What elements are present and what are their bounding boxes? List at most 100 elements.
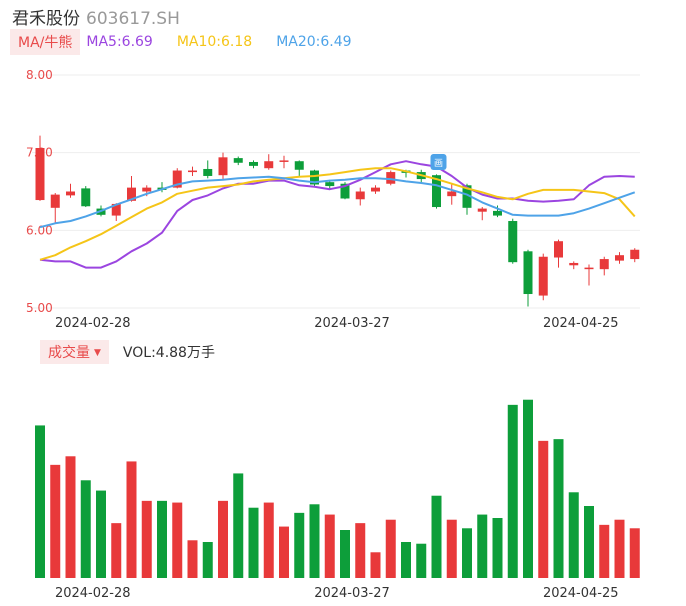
candle-body bbox=[569, 262, 579, 266]
ma20-label: MA20:6.49 bbox=[276, 34, 352, 50]
candle-body bbox=[233, 158, 243, 163]
candle-body bbox=[554, 241, 563, 258]
volume-bar bbox=[599, 524, 610, 578]
candle-body bbox=[386, 172, 396, 184]
candle-body bbox=[599, 259, 609, 270]
volume-bar bbox=[324, 514, 335, 578]
candle-body bbox=[172, 170, 182, 188]
volume-bar bbox=[218, 500, 228, 578]
volume-bar bbox=[462, 528, 472, 578]
volume-bar bbox=[126, 461, 137, 578]
volume-bar bbox=[370, 552, 381, 578]
price-y-tick-label: 6.00 bbox=[26, 223, 53, 237]
volume-bar bbox=[233, 473, 244, 578]
volume-bar bbox=[248, 507, 259, 578]
volume-x-tick-label: 2024-04-25 bbox=[543, 586, 619, 601]
volume-bar bbox=[568, 492, 579, 578]
volume-bar bbox=[294, 512, 305, 578]
candle-body bbox=[508, 221, 518, 263]
volume-bar bbox=[492, 518, 503, 578]
candle-body bbox=[355, 191, 365, 200]
volume-bar bbox=[355, 523, 366, 578]
candle-body bbox=[81, 188, 91, 207]
candle-body bbox=[249, 161, 258, 166]
candle-body bbox=[615, 255, 624, 261]
candle-body bbox=[35, 148, 45, 201]
volume-bar bbox=[309, 504, 320, 578]
stock-title: 君禾股份 603617.SH bbox=[12, 4, 180, 29]
volume-bar bbox=[279, 526, 289, 578]
volume-x-tick-label: 2024-02-28 bbox=[55, 586, 131, 601]
price-x-tick-label: 2024-03-27 bbox=[314, 316, 390, 330]
candle-body bbox=[371, 187, 380, 192]
candlestick-chart[interactable]: 8.007.006.005.002024-02-282024-03-272024… bbox=[0, 0, 686, 330]
ma5-label: MA5:6.69 bbox=[86, 34, 153, 50]
volume-bar bbox=[340, 530, 350, 578]
volume-bar bbox=[401, 542, 411, 578]
candle-body bbox=[294, 161, 304, 170]
volume-bar bbox=[629, 528, 640, 578]
volume-chart[interactable]: 2024-02-28 2024-03-27 2024-04-25 bbox=[0, 360, 686, 606]
candle-body bbox=[477, 208, 487, 212]
candle-body bbox=[462, 185, 472, 208]
candle-body bbox=[218, 157, 228, 176]
candle-body bbox=[584, 267, 594, 270]
candle-body bbox=[493, 210, 502, 216]
price-x-tick-label: 2024-02-28 bbox=[55, 316, 131, 330]
volume-indicator-button[interactable]: 成交量 ▼ bbox=[40, 340, 109, 364]
volume-x-tick-label: 2024-03-27 bbox=[314, 586, 390, 601]
volume-bar bbox=[523, 399, 533, 578]
candle-body bbox=[188, 170, 197, 173]
price-y-tick-label: 5.00 bbox=[26, 301, 53, 315]
volume-bar bbox=[553, 439, 564, 578]
ma-line-ma5 bbox=[39, 160, 635, 269]
volume-bar bbox=[584, 506, 594, 578]
candle-body bbox=[447, 191, 457, 197]
volume-bar bbox=[141, 500, 152, 578]
volume-bar bbox=[50, 464, 61, 578]
volume-bar bbox=[614, 519, 625, 578]
candle-body bbox=[142, 187, 152, 192]
volume-bar bbox=[157, 500, 167, 578]
candle-body bbox=[432, 175, 441, 208]
price-y-tick-label: 8.00 bbox=[26, 68, 53, 82]
volume-legend: 成交量 ▼ VOL:4.88万手 bbox=[40, 340, 215, 364]
volume-value: VOL:4.88万手 bbox=[122, 345, 215, 361]
volume-bar bbox=[96, 490, 106, 578]
ma10-label: MA10:6.18 bbox=[176, 34, 253, 50]
volume-bar bbox=[172, 502, 183, 578]
candle-body bbox=[203, 168, 213, 176]
candle-body bbox=[630, 249, 640, 260]
volume-bar bbox=[416, 543, 427, 578]
ma-legend: MA/牛熊 MA5:6.69 MA10:6.18 MA20:6.49 bbox=[10, 29, 376, 55]
ma-line-ma20 bbox=[39, 175, 636, 229]
candle-body bbox=[50, 194, 60, 208]
candle-body bbox=[111, 203, 121, 216]
stock-name: 君禾股份 bbox=[12, 9, 80, 29]
volume-bar bbox=[263, 502, 274, 578]
candle-body bbox=[127, 187, 136, 201]
volume-bar bbox=[80, 480, 91, 578]
drawing-marker-glyph: 画 bbox=[434, 158, 443, 169]
volume-bar bbox=[431, 495, 442, 578]
volume-bar bbox=[202, 542, 213, 578]
volume-bar bbox=[35, 425, 45, 578]
volume-bar bbox=[507, 404, 518, 578]
candle-body bbox=[538, 256, 548, 296]
volume-tag-label: 成交量 bbox=[48, 345, 90, 361]
volume-bar bbox=[65, 456, 76, 578]
volume-bar bbox=[538, 440, 549, 578]
ma-indicator-button[interactable]: MA/牛熊 bbox=[10, 29, 81, 55]
candle-body bbox=[264, 161, 274, 169]
candle-body bbox=[66, 191, 75, 196]
candle-body bbox=[523, 251, 533, 295]
caret-down-icon: ▼ bbox=[94, 348, 101, 358]
volume-bar bbox=[446, 519, 457, 578]
candle-body bbox=[279, 160, 289, 162]
volume-bar bbox=[385, 519, 396, 578]
drawing-marker-icon bbox=[430, 154, 447, 170]
candle-body bbox=[310, 170, 319, 185]
ma-line-ma10 bbox=[39, 167, 636, 261]
volume-bar bbox=[187, 540, 198, 578]
volume-bar bbox=[477, 514, 488, 578]
